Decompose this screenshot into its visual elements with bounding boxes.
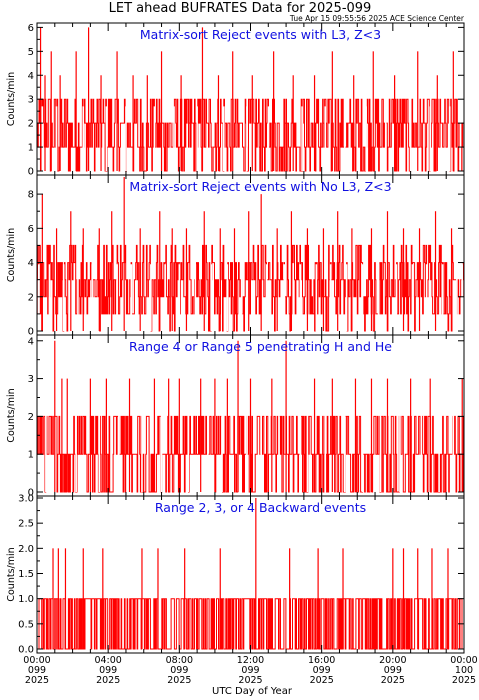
x-tick-time-7: 00:00 — [450, 655, 477, 666]
x-tick-doy-7: 100 — [455, 665, 473, 676]
panel-2-title: Matrix-sort Reject events with No L3, Z<… — [129, 179, 391, 194]
panel-3-ytick-label-5: 4 — [28, 336, 34, 347]
x-tick-doy-1: 099 — [28, 665, 46, 676]
panel-1-ytick-label-2: 1 — [28, 143, 34, 154]
panel-2-ytick-label-4: 6 — [28, 224, 34, 235]
panel-2-ytick-label-2: 2 — [28, 292, 34, 303]
panel-3-ytick-label-1: 0 — [28, 488, 34, 499]
x-tick-doy-5: 099 — [313, 665, 331, 676]
panel-1-ytick-label-3: 2 — [28, 119, 34, 130]
panel-1-ytick-label-6: 5 — [28, 47, 34, 58]
x-tick-year-7: 2025 — [452, 675, 476, 686]
panel-2: 0 2 4 6 8 Counts/min Matrix-sort Reject events… — [6, 174, 465, 338]
panel-3-ylabel: Counts/min — [6, 388, 17, 442]
panel-4-ytick-label-7: 3.0 — [18, 494, 34, 505]
x-axis-label: UTC Day of Year — [212, 686, 293, 697]
panel-4-ytick-label-6: 2.5 — [18, 519, 34, 530]
panel-3-ytick-label-2: 1 — [28, 450, 34, 461]
panel-3-title: Range 4 or Range 5 penetrating H and He — [129, 339, 392, 354]
x-tick-time-3: 08:00 — [166, 655, 193, 666]
chart-title: LET ahead BUFRATES Data for 2025-099 — [109, 1, 372, 16]
panel-2-ylabel: Counts/min — [6, 228, 17, 282]
panel-1-ytick-label-4: 3 — [28, 95, 34, 106]
x-tick-time-5: 16:00 — [308, 655, 335, 666]
panel-4-ylabel: Counts/min — [6, 547, 17, 601]
panel-4-ytick-label-1: 0.0 — [18, 645, 34, 656]
panel-2-trace — [36, 244, 465, 332]
x-tick-time-1: 00:00 — [23, 655, 50, 666]
panel-4-ytick-label-2: 0.5 — [18, 619, 34, 630]
x-tick-year-1: 2025 — [25, 675, 49, 686]
x-axis-group: 00:00099202504:00099202508:00099202512:0… — [23, 655, 477, 686]
panel-1-ytick-label-7: 6 — [28, 23, 34, 34]
panel-4-ytick-label-4: 1.5 — [18, 569, 34, 580]
x-tick-year-4: 2025 — [238, 675, 262, 686]
panel-4-title: Range 2, 3, or 4 Backward events — [155, 500, 366, 515]
x-tick-time-4: 12:00 — [237, 655, 264, 666]
panel-2-ytick-label-1: 0 — [28, 327, 34, 338]
panel-4-ytick-label-5: 2.0 — [18, 544, 34, 555]
x-tick-time-6: 20:00 — [379, 655, 406, 666]
panel-3-ytick-label-3: 2 — [28, 412, 34, 423]
panel-4: 0.0 0.5 1.0 1.5 2.0 2.5 3.0 Counts/min Range 2, … — [6, 494, 465, 656]
panel-1-ylabel: Counts/min — [6, 72, 17, 126]
x-tick-year-2: 2025 — [96, 675, 120, 686]
timestamp-label: Tue Apr 15 09:55:56 2025 ACE Science Cen… — [289, 14, 465, 23]
x-tick-doy-6: 099 — [384, 665, 402, 676]
x-tick-year-3: 2025 — [167, 675, 191, 686]
x-tick-year-6: 2025 — [381, 675, 405, 686]
panel-4-ytick-label-3: 1.0 — [18, 594, 34, 605]
x-tick-year-5: 2025 — [310, 675, 334, 686]
x-tick-doy-4: 099 — [241, 665, 259, 676]
panel-3-ytick-label-4: 3 — [28, 374, 34, 385]
panel-2-ytick-label-3: 4 — [28, 258, 34, 269]
panel-1-ytick-label-5: 4 — [28, 71, 34, 82]
panel-2-ytick-label-5: 8 — [28, 190, 34, 201]
panel-1-ytick-label-1: 0 — [28, 167, 34, 178]
panel-group: 0 1 2 3 4 5 6 Counts/min Matrix-sort Reject even… — [6, 22, 465, 656]
panel-3: 0 1 2 3 4 Counts/min Range 4 or Range 5 penetr… — [6, 334, 465, 499]
x-tick-time-2: 04:00 — [94, 655, 121, 666]
panel-1-title: Matrix-sort Reject events with L3, Z<3 — [140, 27, 381, 42]
panel-4-trace — [36, 598, 464, 650]
x-tick-doy-3: 099 — [170, 665, 188, 676]
x-tick-doy-2: 099 — [99, 665, 117, 676]
panel-1: 0 1 2 3 4 5 6 Counts/min Matrix-sort Reject even… — [6, 22, 465, 178]
panel-3-trace — [36, 415, 465, 493]
